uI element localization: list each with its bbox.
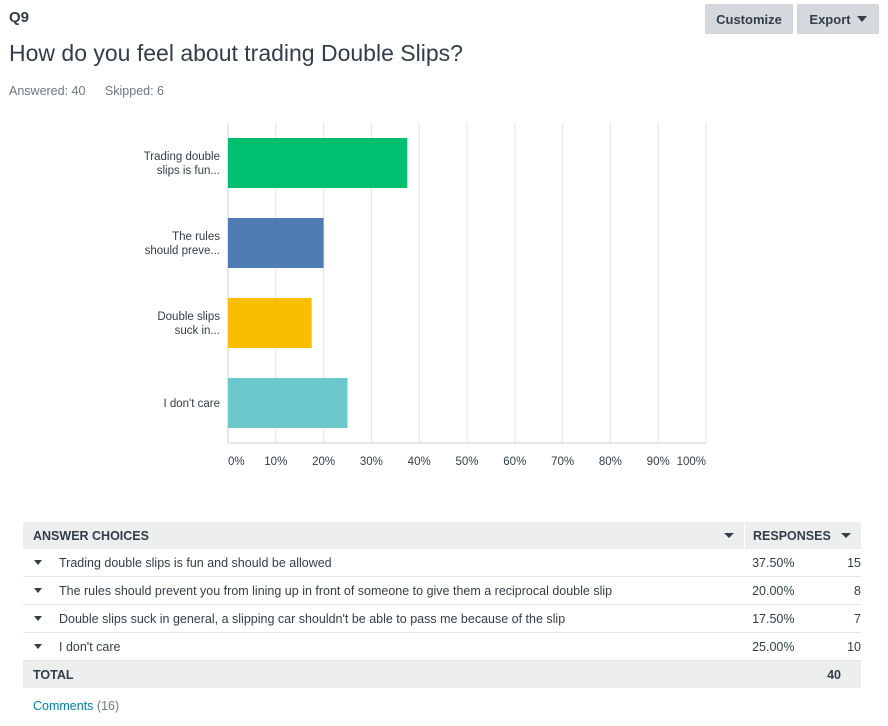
response-percent: 25.00% — [752, 639, 795, 654]
tick-label: 20% — [312, 456, 335, 468]
tick-label: 90% — [647, 456, 670, 468]
response-stats: Answered: 40 Skipped: 6 — [9, 84, 180, 98]
expand-caret-icon[interactable] — [34, 560, 42, 565]
tick-label: 60% — [503, 456, 526, 468]
tick-label: 100% — [677, 456, 706, 468]
answer-choice-label: Trading double slips is fun and should b… — [59, 555, 332, 570]
bar-chart: Trading double slips is fun... The rules sh… — [144, 123, 707, 468]
response-percent: 17.50% — [752, 611, 795, 626]
category-label: should preve... — [145, 245, 220, 257]
table-row: Double slips suck in general, a slipping… — [23, 605, 861, 633]
expand-caret-icon[interactable] — [34, 588, 42, 593]
answer-choice-label: I don't care — [59, 639, 121, 654]
tick-label: 70% — [551, 456, 574, 468]
category-label: I don't care — [163, 398, 220, 410]
tick-label: 10% — [264, 456, 287, 468]
bar — [228, 138, 408, 188]
answer-table: ANSWER CHOICES RESPONSES Trading double … — [23, 522, 861, 688]
skipped-count: Skipped: 6 — [104, 84, 164, 98]
customize-button[interactable]: Customize — [705, 4, 793, 34]
response-count: 8 — [854, 583, 861, 598]
category-label: Double slips — [157, 311, 220, 323]
header-answer-choices[interactable]: ANSWER CHOICES — [23, 522, 745, 549]
table-row: I don't care 25.00% 10 — [23, 633, 861, 661]
category-label: Trading double — [144, 151, 220, 163]
customize-button-label: Customize — [716, 11, 782, 27]
response-count: 10 — [847, 639, 861, 654]
table-row: The rules should prevent you from lining… — [23, 577, 861, 605]
header-answer-choices-label: ANSWER CHOICES — [33, 528, 149, 543]
comments: Comments (16) — [33, 699, 119, 713]
bar — [228, 298, 312, 348]
chevron-down-icon — [856, 16, 867, 22]
response-percent: 37.50% — [752, 555, 795, 570]
category-label: The rules — [172, 231, 220, 243]
answer-choice-label: Double slips suck in general, a slipping… — [59, 611, 566, 626]
category-label: slips is fun... — [157, 165, 220, 177]
sort-caret-icon — [841, 533, 851, 538]
sort-caret-icon — [724, 533, 734, 538]
tick-label: 30% — [360, 456, 383, 468]
header-responses-label: RESPONSES — [753, 528, 831, 543]
table-total-row: TOTAL 40 — [23, 661, 861, 688]
answered-count: Answered: 40 — [9, 84, 86, 98]
expand-caret-icon[interactable] — [34, 644, 42, 649]
bar — [228, 218, 324, 268]
total-label: TOTAL — [33, 667, 74, 682]
comments-link[interactable]: Comments — [33, 699, 94, 713]
export-button-label: Export — [809, 11, 851, 27]
export-button[interactable]: Export — [797, 4, 879, 34]
comments-count: (16) — [96, 699, 120, 713]
tick-label: 50% — [455, 456, 478, 468]
table-row: Trading double slips is fun and should b… — [23, 549, 861, 577]
expand-caret-icon[interactable] — [34, 616, 42, 621]
table-header: ANSWER CHOICES RESPONSES — [23, 522, 861, 549]
response-percent: 20.00% — [752, 583, 795, 598]
total-value: 40 — [827, 667, 841, 682]
tick-label: 0% — [228, 456, 245, 468]
response-count: 15 — [847, 555, 861, 570]
question-title: How do you feel about trading Double Sli… — [9, 40, 463, 66]
bar — [228, 378, 348, 428]
answer-choice-label: The rules should prevent you from lining… — [59, 583, 613, 598]
response-count: 7 — [854, 611, 861, 626]
header-responses[interactable]: RESPONSES — [745, 522, 861, 549]
question-number: Q9 — [9, 9, 30, 26]
tick-label: 40% — [408, 456, 431, 468]
tick-label: 80% — [599, 456, 622, 468]
category-label: suck in... — [175, 325, 220, 337]
